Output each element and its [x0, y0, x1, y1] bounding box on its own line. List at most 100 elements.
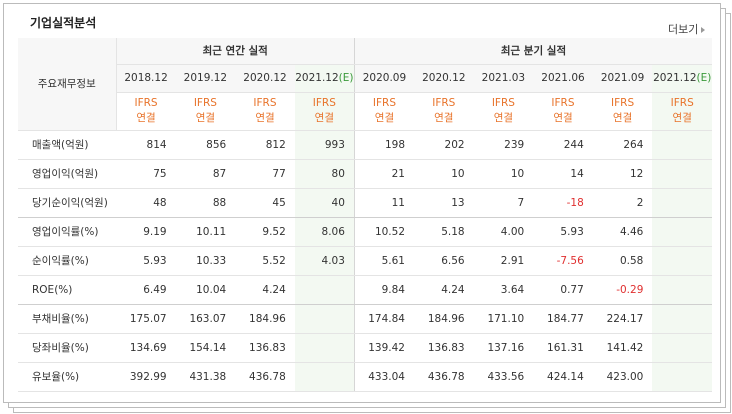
value-cell: 10.04: [175, 275, 236, 305]
basis-text: IFRS: [551, 97, 575, 109]
value-cell: 184.96: [235, 304, 295, 334]
value-cell: 88: [175, 188, 236, 218]
value-cell: 10.11: [175, 217, 236, 247]
period: 2020.12: [422, 72, 466, 84]
data-row: 유보율(%) 392.99 431.38 436.78 433.04 436.78 433.…: [18, 362, 713, 392]
period: 2021.12: [295, 72, 339, 84]
row-label: 부채비율(%): [18, 304, 116, 334]
value-cell: [652, 217, 713, 247]
value-cell: 244: [533, 130, 593, 160]
group-header: 최근 연간 실적: [116, 38, 355, 65]
section-title: 기업실적분석: [30, 16, 97, 30]
row-label: 영업이익(억원): [18, 159, 116, 189]
data-row: 당기순이익(억원) 48 88 45 40 11 13 7 -18 2: [18, 188, 713, 218]
basis-text: 연결: [434, 112, 454, 124]
value-cell: 14: [533, 159, 593, 189]
value-cell: 48: [116, 188, 176, 218]
basis-text: IFRS: [372, 97, 396, 109]
period: 2018.12: [124, 72, 168, 84]
group-header: 최근 분기 실적: [353, 38, 713, 65]
value-cell: 136.83: [235, 333, 295, 363]
row-label: 유보율(%): [18, 362, 116, 392]
basis-text: IFRS: [134, 97, 158, 109]
value-cell: 5.52: [235, 246, 295, 276]
value-cell: 4.00: [473, 217, 534, 247]
value-cell: 77: [235, 159, 295, 189]
value-cell: [652, 246, 713, 276]
value-cell: [294, 333, 355, 363]
value-cell: [652, 362, 713, 392]
value-cell: 423.00: [592, 362, 653, 392]
basis-header: IFRS 연결: [592, 92, 653, 131]
value-cell: [294, 275, 355, 305]
data-row: 당좌비율(%) 134.69 154.14 136.83 139.42 136.83 137…: [18, 333, 713, 363]
value-cell: 137.16: [473, 333, 534, 363]
value-cell: 5.93: [533, 217, 593, 247]
data-row: 순이익률(%) 5.93 10.33 5.52 4.03 5.61 6.56 2.91 -7.5…: [18, 246, 713, 276]
value-cell: 264: [592, 130, 653, 160]
basis-header: IFRS 연결: [652, 92, 713, 131]
value-cell: 134.69: [116, 333, 176, 363]
basis-text: 연결: [314, 112, 334, 124]
basis-header: IFRS 연결: [116, 92, 176, 131]
value-cell: 163.07: [175, 304, 236, 334]
value-cell: 224.17: [592, 304, 653, 334]
value-cell: 4.24: [414, 275, 474, 305]
row-label: 영업이익률(%): [18, 217, 116, 247]
value-cell: 433.56: [473, 362, 534, 392]
period: 2020.09: [362, 72, 407, 84]
value-cell: -7.56: [533, 246, 593, 276]
row-label: 당좌비율(%): [18, 333, 116, 363]
period: 2021.12: [653, 72, 697, 84]
value-cell: 12: [592, 159, 653, 189]
value-cell: 9.19: [116, 217, 176, 247]
value-cell: [294, 304, 355, 334]
row-label: 매출액(억원): [18, 130, 116, 160]
value-cell: 5.18: [414, 217, 474, 247]
corner-header: 주요재무정보: [18, 38, 117, 131]
basis-header: IFRS 연결: [353, 92, 414, 131]
value-cell: 812: [235, 130, 295, 160]
value-cell: 7: [473, 188, 534, 218]
value-cell: 174.84: [353, 304, 414, 334]
value-cell: 0.58: [592, 246, 653, 276]
value-cell: [652, 275, 713, 305]
value-cell: 4.46: [592, 217, 653, 247]
period-header: 2021.09: [592, 64, 653, 93]
period-header: 2021.12(E): [652, 64, 713, 93]
value-cell: 87: [175, 159, 236, 189]
basis-header: IFRS 연결: [175, 92, 236, 131]
period: 2021.09: [600, 72, 645, 84]
period: 2021.03: [481, 72, 526, 84]
period-header: 2021.06: [533, 64, 593, 93]
basis-text: IFRS: [193, 97, 217, 109]
basis-text: 연결: [612, 112, 633, 124]
basis-header: IFRS 연결: [533, 92, 593, 131]
data-row: 부채비율(%) 175.07 163.07 184.96 174.84 184.96 171…: [18, 304, 713, 334]
value-cell: 5.93: [116, 246, 176, 276]
value-cell: 436.78: [235, 362, 295, 392]
value-cell: [652, 130, 713, 160]
more-link[interactable]: 더보기: [668, 21, 705, 37]
value-cell: [652, 159, 713, 189]
estimate-mark: (E): [338, 72, 354, 84]
basis-text: IFRS: [312, 97, 336, 109]
period: 2021.06: [541, 72, 585, 84]
basis-text: IFRS: [670, 97, 694, 109]
basis-text: IFRS: [432, 97, 456, 109]
period-header: 2021.03: [473, 64, 534, 93]
value-cell: 10.33: [175, 246, 236, 276]
value-cell: 184.96: [414, 304, 474, 334]
value-cell: 202: [414, 130, 474, 160]
row-label: 순이익률(%): [18, 246, 116, 276]
basis-text: IFRS: [253, 97, 277, 109]
basis-text: 연결: [255, 112, 275, 124]
value-cell: 424.14: [533, 362, 593, 392]
value-cell: 2: [592, 188, 653, 218]
value-cell: 10: [414, 159, 474, 189]
value-cell: 21: [353, 159, 414, 189]
value-cell: 6.56: [414, 246, 474, 276]
basis-text: 연결: [374, 112, 395, 124]
basis-text: IFRS: [491, 97, 515, 109]
value-cell: 392.99: [116, 362, 176, 392]
